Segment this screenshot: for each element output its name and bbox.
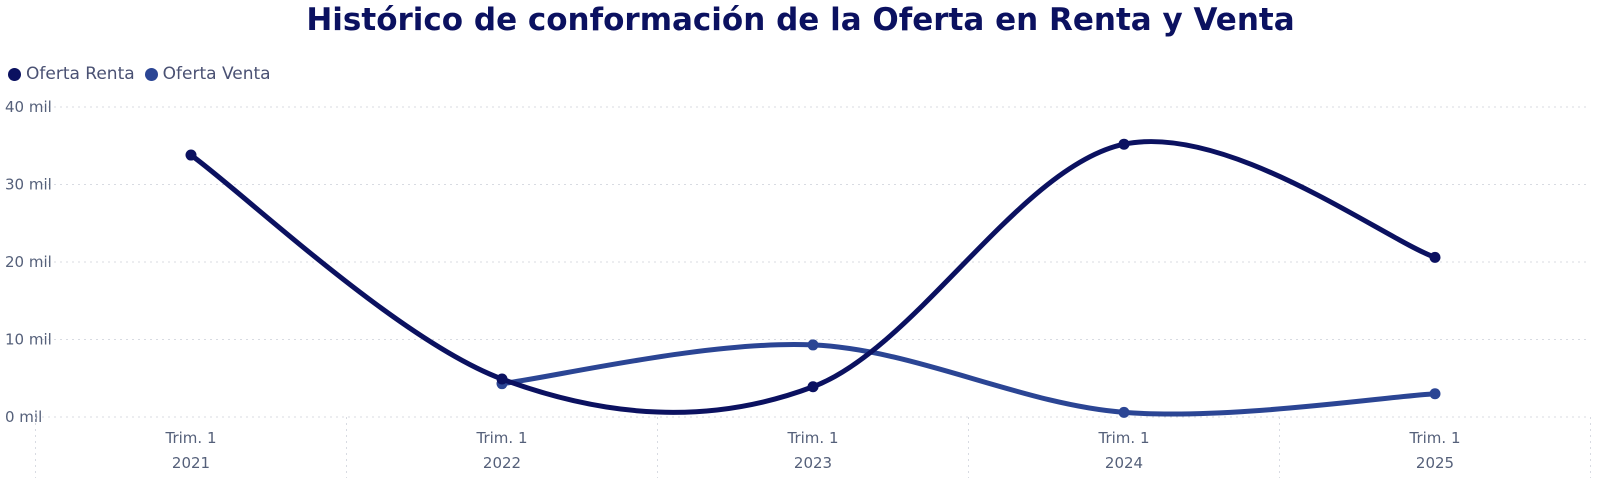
x-tick-label: Trim. 1 [165, 429, 217, 447]
x-tick-label-year: 2025 [1416, 454, 1454, 472]
data-point-oferta-renta[interactable] [1429, 251, 1441, 263]
legend-label-oferta-renta: Oferta Renta [26, 64, 135, 84]
x-tick-label-year: 2024 [1105, 454, 1143, 472]
legend: Oferta Renta Oferta Venta [8, 64, 281, 84]
y-tick-label: 10 mil [5, 331, 52, 349]
chart-title: Histórico de conformación de la Oferta e… [306, 2, 1295, 38]
data-point-oferta-venta[interactable] [1429, 388, 1441, 400]
data-point-oferta-venta[interactable] [807, 339, 819, 351]
series-line-oferta-venta [499, 342, 1438, 417]
y-tick-label: 20 mil [5, 253, 52, 271]
x-tick-label-year: 2022 [483, 454, 521, 472]
data-point-oferta-venta[interactable] [1118, 406, 1130, 418]
x-tick-label-year: 2021 [172, 454, 210, 472]
x-tick-label-year: 2023 [794, 454, 832, 472]
legend-item-oferta-venta[interactable]: Oferta Venta [144, 64, 271, 84]
legend-dot-oferta-venta [144, 67, 158, 81]
series-line-oferta-renta [188, 139, 1438, 415]
x-tick-label: Trim. 1 [1409, 429, 1461, 447]
y-tick-label: 40 mil [5, 98, 52, 116]
data-point-oferta-renta[interactable] [1118, 138, 1130, 150]
legend-label-oferta-venta: Oferta Venta [162, 64, 271, 84]
legend-item-oferta-renta[interactable]: Oferta Renta [8, 64, 135, 84]
x-tick-label: Trim. 1 [476, 429, 528, 447]
x-tick-label: Trim. 1 [1098, 429, 1150, 447]
legend-dot-oferta-renta [8, 67, 21, 81]
data-point-oferta-renta[interactable] [496, 373, 508, 385]
x-tick-label: Trim. 1 [787, 429, 839, 447]
y-tick-label: 0 mil [5, 408, 42, 426]
data-point-oferta-renta[interactable] [807, 381, 819, 393]
y-tick-label: 30 mil [5, 176, 52, 194]
data-point-oferta-renta[interactable] [185, 149, 197, 161]
